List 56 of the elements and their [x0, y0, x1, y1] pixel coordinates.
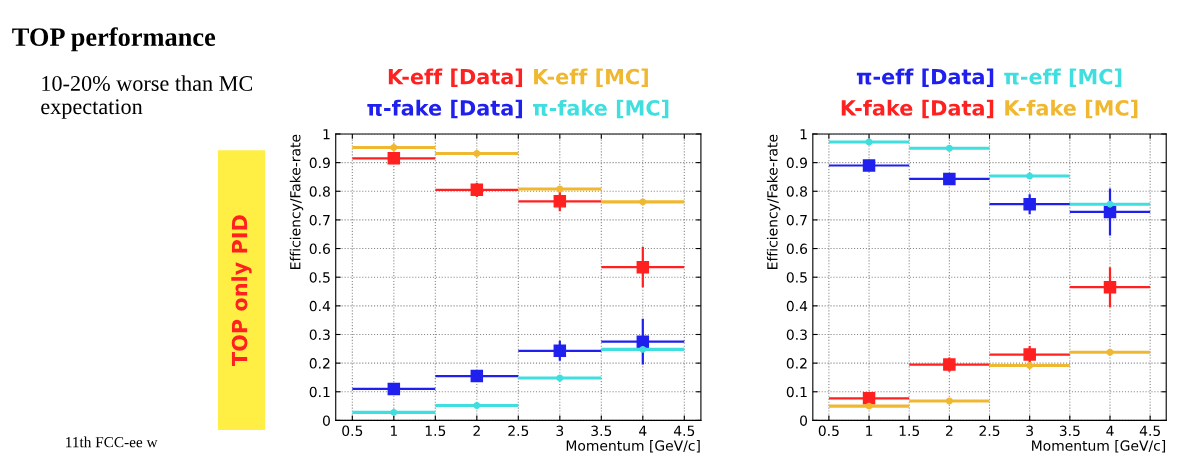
y-tick-label: 0.5 — [309, 272, 330, 283]
x-tick-label: 4 — [639, 425, 647, 436]
x-tick-label: 1 — [390, 425, 397, 436]
y-tick-label: 0 — [800, 415, 808, 426]
x-tick-label: 4 — [1106, 425, 1114, 436]
y-tick-label: 0.1 — [786, 386, 807, 398]
x-tick-label: 2.5 — [979, 425, 1000, 437]
text: TOP only PID — [231, 215, 252, 366]
x-tick-label: 2 — [945, 425, 953, 436]
x-tick-label: 3.5 — [591, 425, 612, 437]
x-tick-label: 3 — [1026, 425, 1033, 437]
text: π-fake [MC] — [533, 99, 669, 119]
text: π-fake [Data] — [367, 99, 523, 119]
x-tick-label: 3.5 — [1059, 425, 1080, 437]
y-tick-label: 0.4 — [786, 300, 808, 312]
text: 10-20% worse than MC expectation — [41, 75, 253, 119]
x-axis-title: Momentum [GeV/c] — [566, 440, 700, 453]
y-tick-label: 0.7 — [309, 214, 330, 226]
x-tick-label: 3 — [556, 425, 564, 437]
y-tick-label: 0.1 — [309, 386, 330, 398]
y-tick-label: 0.9 — [309, 157, 330, 169]
y-tick-label: 0.8 — [309, 186, 330, 197]
y-tick-label: 0.8 — [786, 186, 808, 197]
text: K-fake [Data] — [841, 99, 994, 119]
x-tick-label: 1.5 — [425, 425, 446, 437]
y-tick-label: 0.5 — [786, 272, 807, 283]
text: K-eff [Data] — [388, 68, 523, 87]
y-tick-label: 0.3 — [309, 329, 330, 340]
x-tick-label: 0.5 — [818, 425, 839, 437]
y-tick-label: 0.3 — [786, 329, 807, 340]
y-tick-label: 0.6 — [309, 243, 330, 255]
text: π-eff [MC] — [1004, 68, 1122, 87]
x-tick-label: 4.5 — [1139, 425, 1160, 437]
x-tick-label: 0.5 — [342, 425, 363, 437]
y-tick-label: 0.4 — [309, 300, 331, 312]
y-tick-label: 0.6 — [786, 243, 808, 255]
y-tick-label: 0.2 — [309, 358, 330, 369]
y-tick-label: 1 — [800, 129, 807, 140]
y-tick-label: 0 — [322, 415, 330, 426]
y-tick-label: 0.9 — [786, 157, 807, 169]
text: TOP performance — [12, 27, 216, 52]
y-tick-label: 1 — [323, 129, 330, 140]
y-tick-label: 0.7 — [786, 214, 807, 226]
y-axis-title: Efficiency/Fake-rate — [766, 134, 781, 269]
x-tick-label: 2 — [473, 425, 480, 436]
text: π-eff [Data] — [856, 68, 994, 87]
x-tick-label: 1.5 — [899, 425, 920, 437]
x-axis-title: Momentum [GeV/c] — [1032, 440, 1166, 453]
text: 11th FCC-ee w — [66, 436, 158, 448]
text: K-eff [MC] — [534, 68, 648, 87]
x-tick-label: 1 — [866, 425, 873, 436]
x-tick-label: 4.5 — [673, 425, 695, 437]
y-axis-title: Efficiency/Fake-rate — [289, 134, 304, 269]
text: K-fake [MC] — [1005, 99, 1138, 119]
y-tick-label: 0.2 — [786, 358, 807, 369]
x-tick-label: 2.5 — [508, 425, 529, 437]
